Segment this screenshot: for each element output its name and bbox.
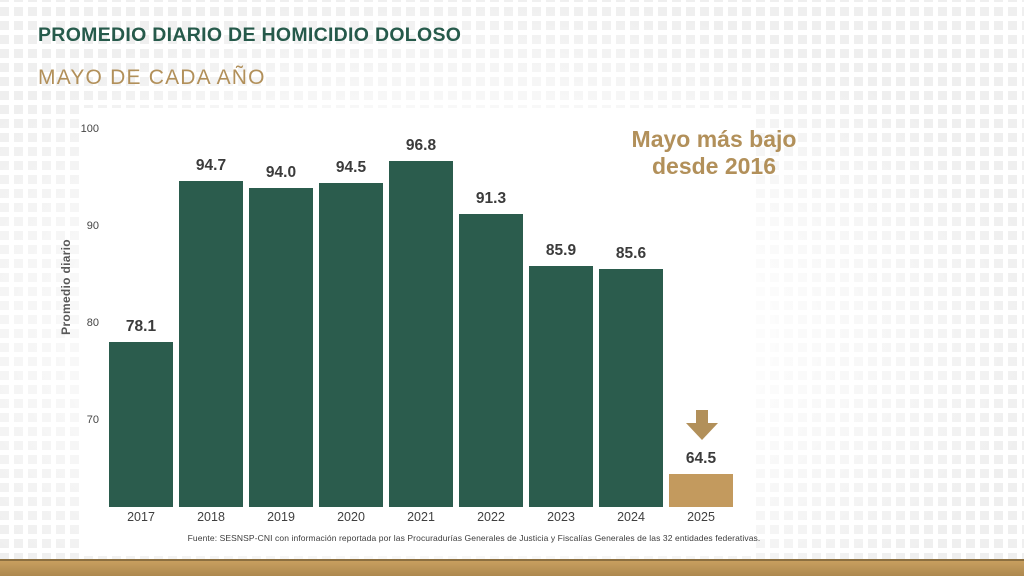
bar-2025 bbox=[669, 474, 733, 507]
bar-2022 bbox=[459, 214, 523, 507]
bar-2021 bbox=[389, 160, 453, 507]
x-tick-label: 2018 bbox=[197, 510, 225, 524]
bar-value-label: 94.5 bbox=[335, 159, 367, 177]
x-tick-label: 2020 bbox=[337, 510, 365, 524]
bar-value-label: 94.7 bbox=[195, 157, 227, 175]
source-text: Fuente: SESNSP-CNI con información repor… bbox=[187, 533, 761, 543]
bar-2024 bbox=[599, 269, 663, 507]
y-tick-label: 80 bbox=[86, 316, 99, 329]
y-tick-label: 100 bbox=[80, 122, 99, 135]
bar-value-label: 78.1 bbox=[125, 318, 157, 336]
bar-value-label: 64.5 bbox=[685, 450, 717, 468]
bar-2018 bbox=[179, 181, 243, 507]
bar-value-label: 96.8 bbox=[405, 136, 437, 154]
bar-2023 bbox=[529, 266, 593, 507]
bar-value-label: 85.9 bbox=[545, 242, 577, 260]
bar-2017 bbox=[109, 342, 173, 507]
bar-value-label: 91.3 bbox=[475, 190, 507, 208]
x-tick-label: 2025 bbox=[687, 510, 715, 524]
footer-accent-bar bbox=[0, 559, 1024, 576]
bar-value-label: 85.6 bbox=[615, 245, 647, 263]
x-tick-label: 2019 bbox=[267, 510, 295, 524]
page-subtitle: MAYO DE CADA AÑO bbox=[38, 66, 266, 89]
chart-annotation-line2: desde 2016 bbox=[651, 153, 777, 179]
y-tick-label: 90 bbox=[86, 219, 99, 232]
down-arrow-icon bbox=[686, 410, 718, 440]
x-tick-label: 2024 bbox=[617, 510, 645, 524]
chart-annotation-line1: Mayo más bajo bbox=[631, 126, 797, 152]
x-tick-label: 2021 bbox=[407, 510, 435, 524]
page-title: PROMEDIO DIARIO DE HOMICIDIO DOLOSO bbox=[38, 24, 462, 46]
bar-2019 bbox=[249, 187, 313, 507]
x-tick-label: 2023 bbox=[547, 510, 575, 524]
down-arrow-stem bbox=[696, 410, 708, 423]
x-tick-label: 2017 bbox=[127, 510, 155, 524]
x-tick-label: 2022 bbox=[477, 510, 505, 524]
chart-annotation: Mayo más bajo desde 2016 bbox=[594, 126, 834, 180]
bar-value-label: 94.0 bbox=[265, 163, 297, 181]
down-arrow-head bbox=[686, 423, 718, 440]
y-tick-label: 70 bbox=[86, 413, 99, 426]
bar-2020 bbox=[319, 183, 383, 507]
